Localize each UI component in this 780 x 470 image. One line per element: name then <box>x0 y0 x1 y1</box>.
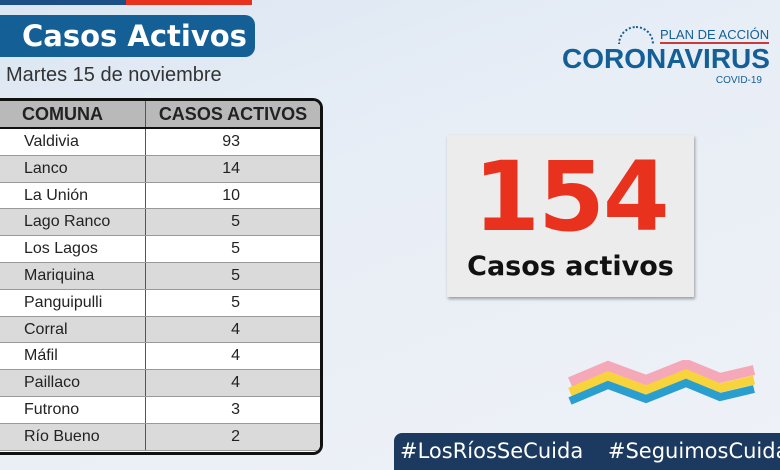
casos-cell: 14 <box>222 159 240 177</box>
table-row: Paillaco 4 <box>0 370 320 397</box>
table-row: Lago Ranco 5 <box>0 209 320 237</box>
casos-cell: 93 <box>222 133 240 150</box>
flag-stripe-red <box>126 0 252 5</box>
comuna-cell: Paillaco <box>0 370 146 396</box>
comuna-cell: Corral <box>0 316 146 343</box>
logo-plan-text: PLAN DE ACCIÓN <box>660 27 770 44</box>
coronavirus-logo: PLAN DE ACCIÓN CORONAVIRUS COVID-19 <box>562 26 772 90</box>
casos-cell: 10 <box>222 186 240 204</box>
comuna-cell: Los Lagos <box>0 236 146 262</box>
total-card: 154 Casos activos <box>447 135 694 297</box>
total-value: 154 <box>473 141 669 253</box>
page-title: Casos Activos <box>0 15 255 57</box>
column-header-casos: CASOS ACTIVOS <box>158 104 308 124</box>
casos-cell: 4 <box>231 320 240 338</box>
comuna-cell: Río Bueno <box>0 423 146 450</box>
casos-cell: 4 <box>231 347 240 365</box>
total-label: Casos activos <box>467 251 674 282</box>
table-row: Los Lagos 5 <box>0 236 320 263</box>
casos-cell: 5 <box>231 266 240 284</box>
table-row: Mariquina 5 <box>0 262 320 290</box>
table-row: La Unión 10 <box>0 182 320 210</box>
column-header-comuna: COMUNA <box>0 101 146 127</box>
casos-cell: 5 <box>231 293 240 311</box>
comuna-cell: Valdivia <box>0 129 146 155</box>
comuna-cell: Futrono <box>0 396 146 423</box>
casos-cell: 2 <box>231 427 240 445</box>
casos-cell: 3 <box>231 400 240 418</box>
hashtag-2: #SeguimosCuidándonos <box>607 439 780 463</box>
comuna-cell: Lago Ranco <box>0 209 146 236</box>
comuna-cell: Máfil <box>0 343 146 370</box>
table-row: Futrono 3 <box>0 396 320 424</box>
cases-table: COMUNA CASOS ACTIVOS Valdivia 93 Lanco 14 La… <box>0 98 323 455</box>
table-body: Valdivia 93 Lanco 14 La Unión 10 Lago Ranco 5 Lo… <box>0 129 320 451</box>
hashtag-banner: #LosRíosSeCuida #SeguimosCuidándonos <box>394 433 780 470</box>
logo-sub: COVID-19 <box>715 75 762 86</box>
hashtag-1: #LosRíosSeCuida <box>400 439 584 463</box>
table-row: Panguipulli 5 <box>0 289 320 317</box>
flag-stripe-blue <box>0 0 126 5</box>
virus-icon <box>618 26 654 44</box>
region-wave-logo <box>568 360 756 405</box>
comuna-cell: Lanco <box>0 155 146 182</box>
comuna-cell: Mariquina <box>0 262 146 289</box>
table-row: Lanco 14 <box>0 155 320 183</box>
comuna-cell: La Unión <box>0 182 146 209</box>
table-header: COMUNA CASOS ACTIVOS <box>0 101 320 129</box>
date-label: Martes 15 de noviembre <box>6 64 222 86</box>
logo-name: CORONAVIRUS <box>562 43 770 74</box>
table-row: Máfil 4 <box>0 343 320 371</box>
comuna-cell: Panguipulli <box>0 289 146 316</box>
casos-cell: 5 <box>231 240 240 258</box>
table-row: Río Bueno 2 <box>0 423 320 451</box>
table-row: Valdivia 93 <box>0 129 320 156</box>
casos-cell: 5 <box>231 213 240 231</box>
casos-cell: 4 <box>231 374 240 392</box>
table-row: Corral 4 <box>0 316 320 344</box>
